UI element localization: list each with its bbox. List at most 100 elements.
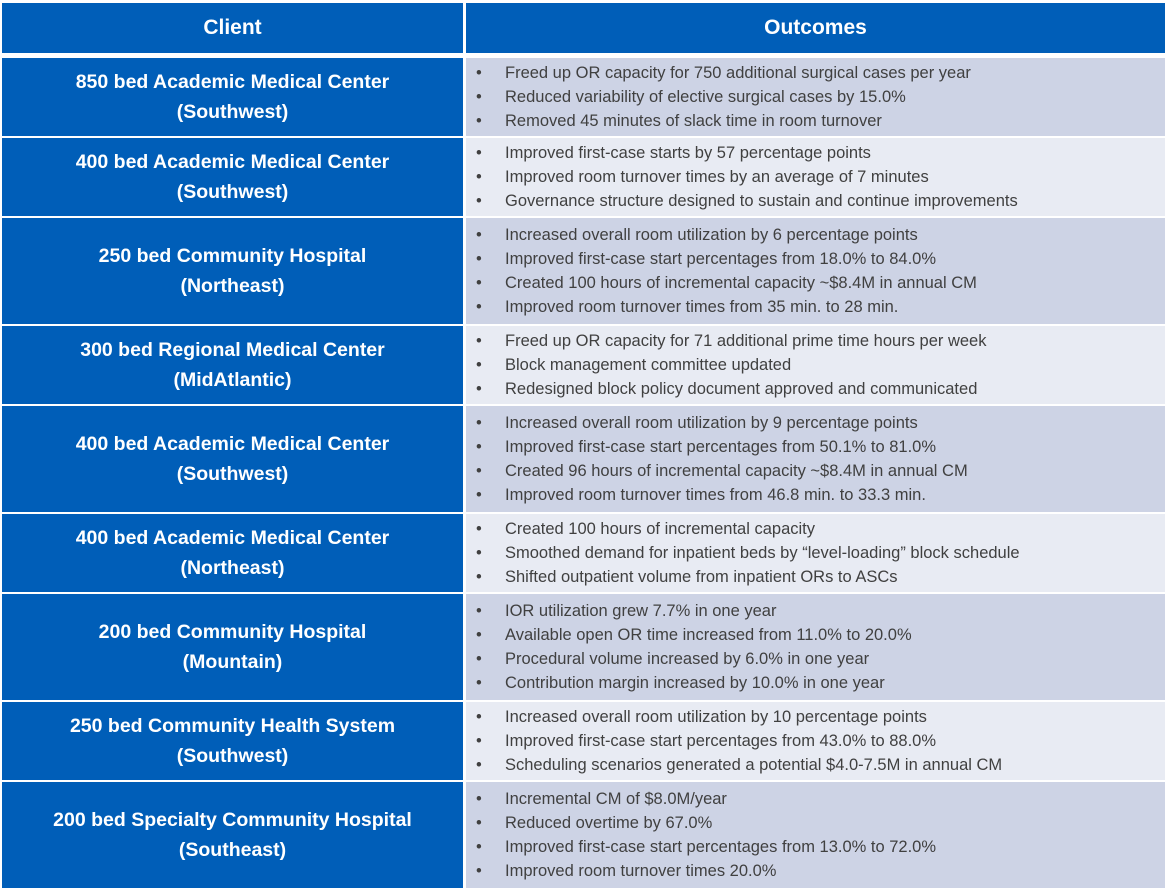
outcome-text: Smoothed demand for inpatient beds by “l… <box>505 544 1020 562</box>
bullet-icon: • <box>476 64 482 82</box>
outcomes-cell: • Increased overall room utilization by 9… <box>466 406 1165 512</box>
bullet-icon: • <box>476 674 482 692</box>
client-cell: 300 bed Regional Medical Center (MidAtlan… <box>2 326 463 404</box>
bullet-icon: • <box>476 226 482 244</box>
client-region: (Southeast) <box>178 839 287 861</box>
bullet-icon: • <box>476 356 482 374</box>
outcome-text: Available open OR time increased from 11… <box>505 626 912 644</box>
bullet-icon: • <box>476 756 482 774</box>
table-row: 400 bed Academic Medical Center (Southwes… <box>2 138 1165 216</box>
table-row: 300 bed Regional Medical Center (MidAtlan… <box>2 326 1165 404</box>
outcome-item: • Created 100 hours of incremental capaci… <box>474 271 1165 295</box>
outcome-text: Increased overall room utilization by 9 … <box>505 414 918 432</box>
client-name: 400 bed Academic Medical Center <box>75 433 390 455</box>
outcomes-list: • Freed up OR capacity for 71 additional … <box>474 329 1165 401</box>
bullet-icon: • <box>476 602 482 620</box>
bullet-icon: • <box>476 250 482 268</box>
outcome-item: • Incremental CM of $8.0M/year <box>474 787 1165 811</box>
bullet-icon: • <box>476 438 482 456</box>
outcome-item: • Shifted outpatient volume from inpatien… <box>474 565 1165 589</box>
client-name: 200 bed Community Hospital <box>98 621 367 643</box>
client-cell: 400 bed Academic Medical Center (Northeas… <box>2 514 463 592</box>
outcomes-list: • Improved first-case starts by 57 percen… <box>474 141 1165 213</box>
outcomes-list: • Increased overall room utilization by 6… <box>474 223 1165 319</box>
outcome-item: • Scheduling scenarios generated a potent… <box>474 753 1165 777</box>
client-name: 250 bed Community Hospital <box>98 245 367 267</box>
outcomes-cell: • Freed up OR capacity for 750 additional… <box>466 58 1165 136</box>
table-row: 400 bed Academic Medical Center (Southwes… <box>2 406 1165 512</box>
table-row: 850 bed Academic Medical Center (Southwes… <box>2 58 1165 136</box>
outcome-text: Shifted outpatient volume from inpatient… <box>505 568 898 586</box>
outcome-text: Improved room turnover times from 35 min… <box>505 298 899 316</box>
outcome-item: • Procedural volume increased by 6.0% in … <box>474 647 1165 671</box>
bullet-icon: • <box>476 144 482 162</box>
client-cell: 400 bed Academic Medical Center (Southwes… <box>2 138 463 216</box>
outcome-text: Created 100 hours of incremental capacit… <box>505 520 816 538</box>
bullet-icon: • <box>476 814 482 832</box>
outcome-item: • Improved first-case starts by 57 percen… <box>474 141 1165 165</box>
table-row: 200 bed Community Hospital (Mountain) • IOR… <box>2 594 1165 700</box>
bullet-icon: • <box>476 544 482 562</box>
client-cell: 250 bed Community Health System (Southwes… <box>2 702 463 780</box>
outcome-item: • Reduced overtime by 67.0% <box>474 811 1165 835</box>
table-row: 250 bed Community Health System (Southwes… <box>2 702 1165 780</box>
outcomes-list: • Increased overall room utilization by 1… <box>474 705 1165 777</box>
outcome-item: • Freed up OR capacity for 71 additional … <box>474 329 1165 353</box>
outcomes-list: • Increased overall room utilization by 9… <box>474 411 1165 507</box>
bullet-icon: • <box>476 626 482 644</box>
client-cell: 850 bed Academic Medical Center (Southwes… <box>2 58 463 136</box>
outcome-item: • Improved first-case start percentages f… <box>474 729 1165 753</box>
outcome-text: Improved room turnover times from 46.8 m… <box>505 486 926 504</box>
outcome-text: Scheduling scenarios generated a potenti… <box>505 756 1003 774</box>
bullet-icon: • <box>476 332 482 350</box>
outcome-text: Increased overall room utilization by 10… <box>505 708 927 726</box>
outcome-text: Incremental CM of $8.0M/year <box>505 790 727 808</box>
client-name: 200 bed Specialty Community Hospital <box>53 809 412 831</box>
bullet-icon: • <box>476 838 482 856</box>
bullet-icon: • <box>476 862 482 880</box>
outcome-item: • Block management committee updated <box>474 353 1165 377</box>
bullet-icon: • <box>476 168 482 186</box>
outcome-text: Improved room turnover times by an avera… <box>505 168 929 186</box>
bullet-icon: • <box>476 462 482 480</box>
outcomes-list: • Incremental CM of $8.0M/year • Reduced ov… <box>474 787 1165 883</box>
outcome-item: • Increased overall room utilization by 6… <box>474 223 1165 247</box>
outcome-item: • Governance structure designed to sustai… <box>474 189 1165 213</box>
outcome-text: Created 96 hours of incremental capacity… <box>505 462 968 480</box>
outcome-item: • Smoothed demand for inpatient beds by “… <box>474 541 1165 565</box>
client-name: 250 bed Community Health System <box>69 715 396 737</box>
client-region: (Northeast) <box>180 275 285 297</box>
outcomes-table: Client Outcomes 850 bed Academic Medical… <box>2 3 1165 890</box>
outcome-item: • Improved room turnover times by an aver… <box>474 165 1165 189</box>
bullet-icon: • <box>476 380 482 398</box>
header-client: Client <box>2 3 463 53</box>
outcomes-cell: • Incremental CM of $8.0M/year • Reduced ov… <box>466 782 1165 888</box>
outcome-item: • Improved room turnover times from 46.8 … <box>474 483 1165 507</box>
table-row: 400 bed Academic Medical Center (Northeas… <box>2 514 1165 592</box>
outcome-item: • Improved first-case start percentages f… <box>474 835 1165 859</box>
outcomes-cell: • Increased overall room utilization by 1… <box>466 702 1165 780</box>
bullet-icon: • <box>476 88 482 106</box>
outcome-item: • Increased overall room utilization by 1… <box>474 705 1165 729</box>
outcome-item: • Available open OR time increased from 1… <box>474 623 1165 647</box>
outcome-item: • IOR utilization grew 7.7% in one year <box>474 599 1165 623</box>
outcome-item: • Improved room turnover times 20.0% <box>474 859 1165 883</box>
bullet-icon: • <box>476 568 482 586</box>
outcome-text: IOR utilization grew 7.7% in one year <box>505 602 777 620</box>
client-region: (Southwest) <box>176 463 289 485</box>
outcome-text: Created 100 hours of incremental capacit… <box>505 274 977 292</box>
bullet-icon: • <box>476 732 482 750</box>
outcome-text: Removed 45 minutes of slack time in room… <box>505 112 882 130</box>
bullet-icon: • <box>476 650 482 668</box>
outcome-text: Block management committee updated <box>505 356 792 374</box>
outcome-text: Improved first-case start percentages fr… <box>505 438 937 456</box>
client-cell: 200 bed Community Hospital (Mountain) <box>2 594 463 700</box>
client-name: 400 bed Academic Medical Center <box>75 527 390 549</box>
outcome-item: • Redesigned block policy document approv… <box>474 377 1165 401</box>
client-region: (MidAtlantic) <box>173 369 292 391</box>
outcome-text: Freed up OR capacity for 71 additional p… <box>505 332 987 350</box>
table-header: Client Outcomes <box>2 3 1165 53</box>
table-row: 200 bed Specialty Community Hospital (Sou… <box>2 782 1165 888</box>
outcomes-cell: • IOR utilization grew 7.7% in one year • A… <box>466 594 1165 700</box>
client-region: (Northeast) <box>180 557 285 579</box>
